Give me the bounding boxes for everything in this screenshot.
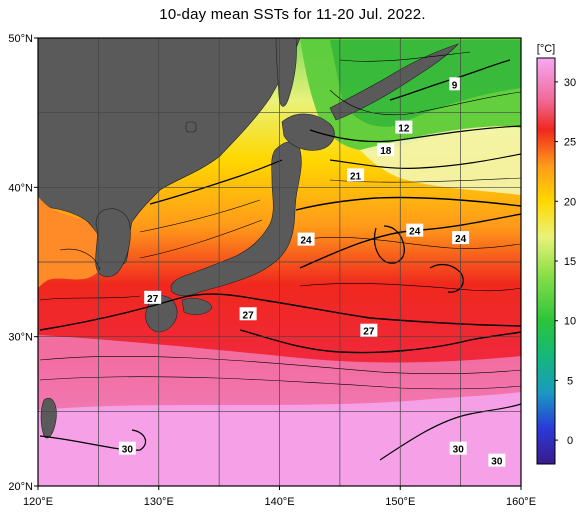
korean-peninsula: [95, 208, 131, 278]
map-panel: 9 12 18 21 24 24 24 27 27 27 30 30 30: [38, 38, 521, 486]
land: [38, 38, 459, 439]
axis-labels: 120°E 130°E 140°E 150°E 160°E 20°N 30°N 40°N 50°…: [8, 33, 536, 508]
contour-label: 27: [147, 294, 159, 305]
contour-label-box: [297, 232, 315, 246]
lon-tick-label: 140°E: [264, 496, 294, 508]
colorbar-tick-label: 30: [564, 77, 576, 89]
contour-label-box: [449, 441, 467, 455]
contour-label-box: [406, 223, 424, 237]
contour-label: 12: [398, 124, 410, 135]
contour-label-box: [144, 290, 162, 304]
contour-label: 21: [350, 171, 362, 182]
colorbar-tick-label: 20: [564, 196, 576, 208]
colorbar-tick-label: 5: [567, 375, 573, 387]
kyushu: [145, 295, 178, 333]
lon-tick-label: 120°E: [23, 496, 53, 508]
lon-tick-label: 150°E: [385, 496, 415, 508]
isotherm-30-west: [39, 429, 147, 451]
contour-label: 27: [363, 327, 375, 338]
kuril-islands: [329, 43, 459, 121]
shikoku: [181, 298, 213, 315]
contour-label-box: [360, 323, 378, 337]
colorbar: [°C] 0 5 10 15 20 25 30: [536, 43, 576, 465]
contour-label: 30: [453, 445, 465, 456]
contour-label: 18: [380, 146, 392, 157]
colorbar-tick-label: 25: [564, 137, 576, 149]
contour-label: 27: [243, 310, 255, 321]
lon-tick-label: 160°E: [506, 496, 536, 508]
contour-label: 24: [301, 236, 313, 247]
axis-ticks: [34, 37, 522, 490]
contour-label: 24: [455, 234, 467, 245]
contour-label-box: [488, 453, 506, 467]
contour-label-box: [239, 307, 257, 321]
taiwan: [40, 398, 57, 439]
isotherm-21-sea-of-japan: [149, 159, 283, 205]
contour-label-box: [347, 168, 365, 182]
sakhalin: [275, 38, 297, 107]
colorbar-ticks: 0 5 10 15 20 25 30: [555, 77, 576, 447]
lon-tick-label: 130°E: [144, 496, 174, 508]
isotherm-24-east: [429, 263, 464, 293]
isotherm-30-east: [379, 403, 521, 461]
colorbar-tick-label: 10: [564, 316, 576, 328]
isotherm-21: [295, 196, 521, 211]
contour-label: 30: [122, 445, 134, 456]
lat-tick-label: 20°N: [8, 481, 33, 493]
contour-label-box: [452, 231, 470, 245]
colorbar-unit: [°C]: [537, 43, 555, 55]
island: [185, 121, 197, 133]
contour-label-box: [118, 441, 136, 455]
isotherm-27: [39, 293, 521, 331]
contour-label: 24: [409, 227, 421, 238]
contour-label: 9: [452, 80, 458, 91]
isotherm-18: [329, 153, 521, 169]
contour-label: 30: [491, 457, 503, 468]
contour-label-box: [395, 120, 413, 134]
lat-tick-label: 30°N: [8, 332, 33, 344]
hokkaido: [281, 113, 335, 151]
lat-tick-label: 50°N: [8, 33, 33, 45]
map-title: 10-day mean SSTs for 11-20 Jul. 2022.: [159, 6, 426, 23]
honshu: [170, 141, 302, 297]
yellow-sea: [38, 196, 105, 288]
contour-labels: 9 12 18 21 24 24 24 27 27 27 30 30 30: [118, 77, 506, 468]
colorbar-tick-label: 0: [567, 435, 573, 447]
colorbar-scale: [536, 57, 556, 465]
contour-label-box: [377, 143, 395, 156]
lat-tick-label: 40°N: [8, 182, 33, 194]
colorbar-tick-label: 15: [564, 256, 576, 268]
contour-label-box: [449, 77, 460, 91]
coldest-water-region: [330, 40, 521, 127]
graticule: [38, 38, 521, 486]
